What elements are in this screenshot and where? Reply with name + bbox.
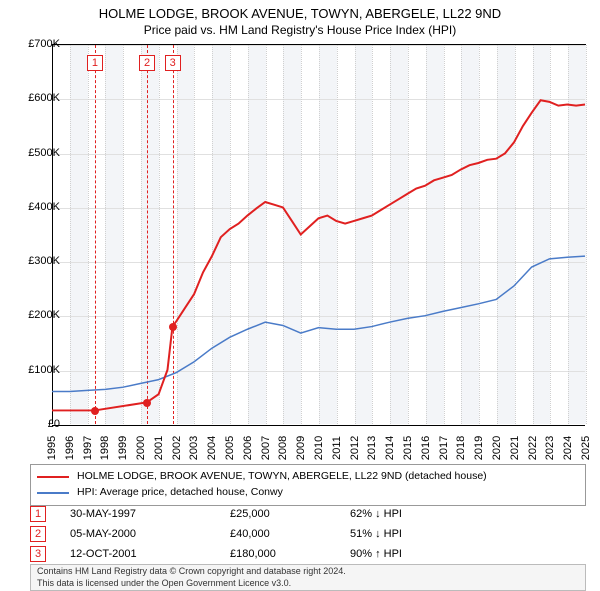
ytick-label: £400K (28, 201, 60, 213)
xtick-label: 1995 (46, 436, 58, 460)
chart-title: HOLME LODGE, BROOK AVENUE, TOWYN, ABERGE… (0, 0, 600, 39)
xtick-label: 2019 (473, 436, 485, 460)
xtick-label: 1998 (99, 436, 111, 460)
xtick-label: 2014 (384, 436, 396, 460)
ytick-label: £600K (28, 92, 60, 104)
xtick-label: 1999 (117, 436, 129, 460)
events-table: 1 30-MAY-1997£25,00062% ↓ HPI 2 05-MAY-2000… (30, 504, 586, 564)
ytick-label: £700K (28, 38, 60, 50)
legend-swatch-hpi (37, 492, 69, 494)
xtick-label: 2009 (295, 436, 307, 460)
xtick-label: 2001 (153, 436, 165, 460)
xtick-label: 2003 (188, 436, 200, 460)
ytick-label: £100K (28, 364, 60, 376)
xtick-label: 2016 (420, 436, 432, 460)
ytick-label: £300K (28, 255, 60, 267)
chart-lines (52, 45, 585, 424)
series-hpi (52, 256, 585, 391)
xtick-label: 2018 (455, 436, 467, 460)
legend-label-subject: HOLME LODGE, BROOK AVENUE, TOWYN, ABERGE… (77, 469, 487, 485)
ytick-label: £200K (28, 309, 60, 321)
legend: HOLME LODGE, BROOK AVENUE, TOWYN, ABERGE… (30, 464, 586, 506)
event-row-number: 1 (30, 506, 46, 522)
event-row-delta: 62% ↓ HPI (350, 508, 460, 520)
event-row: 1 30-MAY-1997£25,00062% ↓ HPI (30, 504, 586, 524)
xtick-label: 2012 (349, 436, 361, 460)
xtick-label: 2005 (224, 436, 236, 460)
legend-label-hpi: HPI: Average price, detached house, Conw… (77, 485, 283, 501)
xtick-label: 2023 (544, 436, 556, 460)
xtick-label: 2011 (331, 436, 343, 460)
xtick-label: 2020 (491, 436, 503, 460)
footer-line1: Contains HM Land Registry data © Crown c… (37, 566, 579, 578)
xtick-label: 2021 (509, 436, 521, 460)
xtick-label: 2006 (242, 436, 254, 460)
event-row-price: £180,000 (230, 548, 350, 560)
xtick-label: 2000 (135, 436, 147, 460)
event-row: 3 12-OCT-2001£180,00090% ↑ HPI (30, 544, 586, 564)
footer-line2: This data is licensed under the Open Gov… (37, 578, 579, 590)
xtick-label: 2007 (260, 436, 272, 460)
ytick-label: £0 (48, 418, 60, 430)
legend-row-subject: HOLME LODGE, BROOK AVENUE, TOWYN, ABERGE… (37, 469, 579, 485)
xtick-label: 2017 (438, 436, 450, 460)
xtick-label: 1997 (82, 436, 94, 460)
chart-plot-area: 123 (52, 44, 586, 424)
event-row-number: 2 (30, 526, 46, 542)
xtick-label: 2025 (580, 436, 592, 460)
gridline-horizontal (52, 425, 585, 426)
event-row: 2 05-MAY-2000£40,00051% ↓ HPI (30, 524, 586, 544)
ytick-label: £500K (28, 147, 60, 159)
event-row-price: £40,000 (230, 528, 350, 540)
xtick-label: 2004 (206, 436, 218, 460)
legend-row-hpi: HPI: Average price, detached house, Conw… (37, 485, 579, 501)
footer-note: Contains HM Land Registry data © Crown c… (30, 564, 586, 591)
event-row-number: 3 (30, 546, 46, 562)
xtick-label: 1996 (64, 436, 76, 460)
event-row-delta: 90% ↑ HPI (350, 548, 460, 560)
xtick-label: 2008 (277, 436, 289, 460)
xtick-label: 2015 (402, 436, 414, 460)
xtick-label: 2010 (313, 436, 325, 460)
xtick-label: 2024 (562, 436, 574, 460)
title-subtitle: Price paid vs. HM Land Registry's House … (0, 23, 600, 37)
xtick-label: 2013 (366, 436, 378, 460)
event-row-date: 05-MAY-2000 (70, 528, 230, 540)
legend-swatch-subject (37, 476, 69, 478)
gridline-vertical (586, 45, 587, 424)
series-subject (52, 100, 585, 410)
event-row-delta: 51% ↓ HPI (350, 528, 460, 540)
event-row-price: £25,000 (230, 508, 350, 520)
xtick-label: 2002 (171, 436, 183, 460)
event-row-date: 12-OCT-2001 (70, 548, 230, 560)
event-row-date: 30-MAY-1997 (70, 508, 230, 520)
xtick-label: 2022 (527, 436, 539, 460)
title-address: HOLME LODGE, BROOK AVENUE, TOWYN, ABERGE… (0, 6, 600, 21)
